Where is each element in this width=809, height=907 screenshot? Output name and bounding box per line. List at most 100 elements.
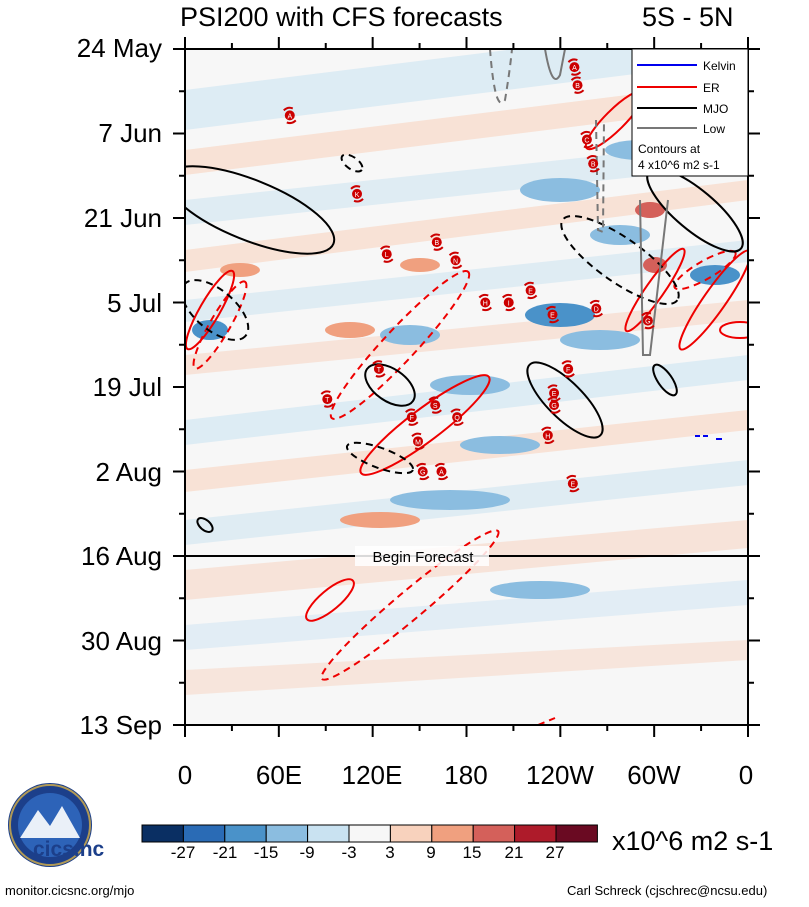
storm-marker: A [567, 58, 582, 76]
axis-ticks [173, 37, 760, 737]
x-tick-label: 60W [627, 760, 681, 790]
colorbar-box [182, 824, 226, 843]
storm-label: B [575, 83, 580, 90]
storm-marker: S [428, 396, 442, 414]
storm-label: A [439, 470, 444, 477]
colorbar-label: -27 [170, 843, 196, 862]
colorbar-label: 15 [462, 843, 482, 862]
legend-label: MJO [703, 102, 728, 116]
storm-label: C [584, 138, 589, 145]
colorbar-box [265, 824, 309, 843]
x-tick-label: 120E [341, 760, 403, 790]
y-tick-label: 13 Sep [79, 710, 162, 740]
footer-url[interactable]: monitor.cicsnc.org/mjo [5, 883, 135, 898]
y-tick-label: 16 Aug [81, 541, 162, 571]
storm-label: K [355, 192, 360, 199]
storm-marker: N [448, 251, 463, 269]
storm-label: N [453, 258, 458, 265]
storm-label: F [410, 415, 414, 422]
storm-label: G [645, 319, 650, 326]
storm-label: A [572, 65, 577, 72]
storm-marker: K [350, 185, 364, 203]
storm-marker: F [561, 360, 575, 378]
colorbar-label: 3 [385, 843, 395, 862]
colorbar-box [555, 824, 598, 843]
storm-marker: E [547, 384, 561, 402]
legend: Kelvin ER MJO Low Contours at 4 x10^6 m2… [631, 48, 749, 177]
storm-marker: I [502, 293, 516, 312]
y-tick-label: 5 Jul [107, 288, 162, 318]
storm-label: M [415, 439, 421, 446]
storm-label: G [420, 470, 425, 477]
y-tick-label: 24 May [76, 33, 162, 63]
footer-author: Carl Schreck (cjschrec@ncsu.edu) [567, 883, 768, 898]
x-tick-label: 60E [255, 760, 303, 790]
storm-marker: E [566, 474, 580, 493]
colorbar-box [141, 824, 184, 843]
storm-marker: M [411, 432, 425, 450]
legend-label: ER [703, 81, 720, 95]
logo-image [8, 783, 92, 867]
storm-label: H [483, 301, 488, 308]
region-label: 5S - 5N [642, 2, 734, 32]
colorbar-label: -15 [253, 843, 279, 862]
storm-marker: B [430, 233, 444, 251]
storm-marker: H [541, 426, 555, 444]
x-tick-label: 120W [526, 760, 594, 790]
colorbar-units: x10^6 m2 s-1 [612, 826, 774, 856]
colorbar-box [431, 824, 474, 843]
storm-label: E [528, 288, 533, 295]
storm-label: L [385, 252, 389, 259]
storm-marker: L [380, 245, 394, 263]
storm-label: H [545, 433, 550, 440]
storm-marker: A [434, 462, 449, 481]
colorbar-label: 27 [545, 843, 565, 862]
colorbar-label: -3 [341, 843, 357, 862]
storm-label: E [571, 482, 576, 489]
storm-label: B [434, 240, 439, 247]
storm-marker: Q [450, 408, 464, 426]
storm-marker: B [570, 76, 585, 94]
x-tick-label: 0 [738, 760, 754, 790]
storm-marker: H [478, 293, 492, 312]
legend-label: Kelvin [703, 59, 736, 73]
storm-marker: E [523, 281, 538, 300]
storm-marker: G [416, 462, 430, 481]
storm-label: E [552, 391, 557, 398]
storm-marker: C [580, 130, 594, 149]
storm-marker: E [545, 305, 560, 324]
legend-note: Contours at [638, 142, 701, 156]
colorbar-label: 9 [426, 843, 436, 862]
field-bands [185, 49, 748, 695]
storm-label: T [325, 397, 330, 404]
storm-marker: B [586, 155, 600, 173]
y-tick-label: 30 Aug [81, 626, 162, 656]
colorbar-box [389, 824, 433, 843]
storm-label: A [287, 113, 292, 120]
chart-title: PSI200 with CFS forecasts [180, 2, 503, 32]
storm-marker: G [547, 396, 561, 414]
colorbar-box [224, 824, 267, 843]
storm-label: G [551, 403, 556, 410]
x-tick-label: 180 [444, 760, 488, 790]
colorbar-label: 21 [504, 843, 524, 862]
colorbar-box [514, 824, 557, 843]
storm-label: E [550, 313, 555, 320]
storm-marker: A [283, 106, 297, 125]
storm-label: I [508, 301, 510, 308]
storm-label: Q [454, 415, 460, 422]
storm-label: D [594, 307, 599, 314]
x-tick-label: 0 [177, 760, 193, 790]
storm-marker: T [372, 360, 386, 378]
forecast-label: Begin Forecast [373, 549, 475, 566]
y-tick-label: 2 Aug [95, 457, 162, 487]
logo-text: cics.nc [33, 838, 105, 861]
legend-note: 4 x10^6 m2 s-1 [638, 158, 720, 172]
colorbar [141, 824, 598, 843]
storm-label: S [433, 403, 438, 410]
storm-marker: F [405, 408, 419, 426]
y-tick-label: 19 Jul [92, 372, 162, 402]
storm-marker: T [320, 390, 335, 408]
